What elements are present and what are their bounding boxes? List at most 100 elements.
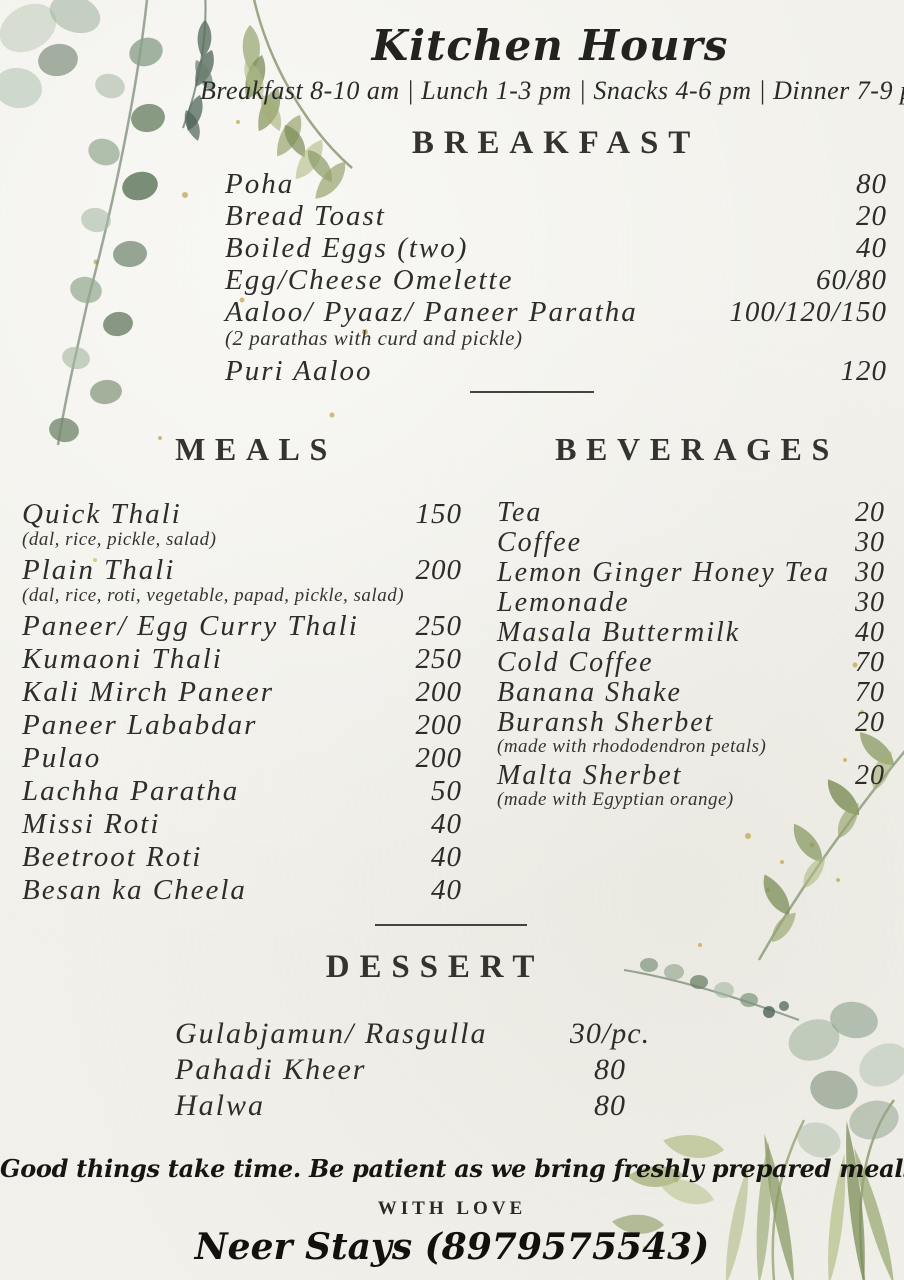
item-price: 200: [415, 742, 462, 774]
breakfast-items: Poha 80 Bread Toast 20 Boiled Eggs (two)…: [225, 168, 887, 387]
menu-item-row: Plain Thali 200 (dal, rice, roti, vegeta…: [22, 554, 462, 610]
item-note: (made with Egyptian orange): [497, 789, 734, 810]
kitchen-hours: Breakfast 8-10 am | Lunch 1-3 pm | Snack…: [200, 76, 904, 105]
item-price: 20: [855, 707, 885, 738]
beverages-title: BEVERAGES: [555, 431, 839, 467]
signature: Neer Stays (8979575543): [194, 1226, 710, 1268]
item-name: Missi Roti: [22, 808, 161, 840]
dessert-items: Gulabjamun/ Rasgulla 30/pc. Pahadi Kheer…: [175, 1016, 695, 1124]
item-price: 70: [855, 677, 885, 708]
section-beverages: BEVERAGES Tea 20 Coffee 30 Lemon Ginger …: [497, 428, 885, 814]
item-note: (dal, rice, roti, vegetable, papad, pick…: [22, 585, 405, 606]
section-breakfast: BREAKFAST Poha 80 Bread Toast 20 Boiled …: [225, 122, 887, 387]
menu-item-row: Kumaoni Thali 250: [22, 643, 462, 676]
item-price: 200: [415, 676, 462, 708]
item-price: 80: [594, 1089, 626, 1122]
item-price: 250: [415, 643, 462, 675]
item-price: 20: [855, 497, 885, 528]
item-price: 30: [855, 527, 885, 558]
menu-item-row: Aaloo/ Pyaaz/ Paneer Paratha 100/120/150…: [225, 296, 887, 355]
footer-note: Good things take time. Be patient as we …: [0, 1154, 904, 1183]
menu-item-row: Beetroot Roti 40: [22, 841, 462, 874]
item-price: 50: [431, 775, 462, 807]
item-name: Boiled Eggs (two): [225, 232, 469, 264]
beverages-items: Tea 20 Coffee 30 Lemon Ginger Honey Tea …: [497, 498, 885, 814]
item-price: 200: [415, 554, 462, 586]
menu-header: Kitchen Hours Breakfast 8-10 am | Lunch …: [200, 20, 904, 106]
item-name: Lachha Paratha: [22, 775, 240, 807]
item-name: Poha: [225, 168, 295, 200]
item-name: Cold Coffee: [497, 647, 654, 678]
item-price: 30: [855, 557, 885, 588]
with-love-label: WITH LOVE: [377, 1198, 527, 1219]
menu-item-row: Halwa 80: [175, 1088, 695, 1124]
menu-item-row: Lachha Paratha 50: [22, 775, 462, 808]
item-name: Halwa: [175, 1089, 266, 1122]
item-name: Egg/Cheese Omelette: [225, 264, 514, 296]
breakfast-title: BREAKFAST: [411, 125, 701, 161]
item-price: 40: [431, 841, 462, 873]
item-name: Buransh Sherbet: [497, 707, 715, 738]
item-note: (2 parathas with curd and pickle): [225, 326, 523, 350]
section-meals: MEALS Quick Thali 150 (dal, rice, pickle…: [22, 428, 462, 907]
item-price: 40: [431, 808, 462, 840]
item-name: Coffee: [497, 527, 583, 558]
item-price: 150: [415, 498, 462, 530]
menu-item-row: Lemon Ginger Honey Tea 30: [497, 558, 885, 588]
item-name: Puri Aaloo: [225, 355, 373, 387]
item-name: Kali Mirch Paneer: [22, 676, 274, 708]
item-price: 80: [594, 1053, 626, 1086]
item-note: (dal, rice, pickle, salad): [22, 529, 217, 550]
item-price: 80: [856, 168, 887, 200]
item-name: Besan ka Cheela: [22, 874, 247, 906]
item-price: 250: [415, 610, 462, 642]
section-dessert: DESSERT Gulabjamun/ Rasgulla 30/pc. Paha…: [175, 946, 695, 1124]
item-name: Plain Thali: [22, 554, 176, 586]
menu-item-row: Cold Coffee 70: [497, 648, 885, 678]
item-price: 30/pc.: [569, 1017, 651, 1050]
item-price: 60/80: [815, 264, 887, 296]
item-name: Paneer/ Egg Curry Thali: [22, 610, 359, 642]
menu-item-row: Buransh Sherbet 20 (made with rhododendr…: [497, 708, 885, 761]
item-name: Pahadi Kheer: [175, 1053, 367, 1086]
item-name: Malta Sherbet: [497, 760, 683, 791]
item-name: Aaloo/ Pyaaz/ Paneer Paratha: [225, 296, 638, 328]
menu-item-row: Paneer Lababdar 200: [22, 709, 462, 742]
item-price: 200: [415, 709, 462, 741]
menu-item-row: Gulabjamun/ Rasgulla 30/pc.: [175, 1016, 695, 1052]
menu-item-row: Lemonade 30: [497, 588, 885, 618]
item-price: 30: [855, 587, 885, 618]
meals-items: Quick Thali 150 (dal, rice, pickle, sala…: [22, 498, 462, 907]
menu-item-row: Puri Aaloo 120: [225, 355, 887, 387]
menu-item-row: Missi Roti 40: [22, 808, 462, 841]
menu-item-row: Malta Sherbet 20 (made with Egyptian ora…: [497, 761, 885, 814]
menu-item-row: Boiled Eggs (two) 40: [225, 232, 887, 264]
section-divider: [470, 391, 594, 393]
item-price: 40: [855, 617, 885, 648]
menu-item-row: Paneer/ Egg Curry Thali 250: [22, 610, 462, 643]
item-name: Masala Buttermilk: [497, 617, 741, 648]
menu-item-row: Pahadi Kheer 80: [175, 1052, 695, 1088]
item-name: Tea: [497, 497, 543, 528]
item-price: 40: [856, 232, 887, 264]
item-price: 40: [431, 874, 462, 906]
dessert-title: DESSERT: [325, 949, 545, 985]
item-price: 20: [855, 760, 885, 791]
menu-item-row: Quick Thali 150 (dal, rice, pickle, sala…: [22, 498, 462, 554]
menu-item-row: Besan ka Cheela 40: [22, 874, 462, 907]
item-name: Kumaoni Thali: [22, 643, 223, 675]
item-name: Bread Toast: [225, 200, 386, 232]
menu-item-row: Poha 80: [225, 168, 887, 200]
item-note: (made with rhododendron petals): [497, 736, 767, 757]
item-name: Gulabjamun/ Rasgulla: [175, 1017, 488, 1050]
item-price: 120: [840, 355, 887, 387]
item-name: Beetroot Roti: [22, 841, 203, 873]
menu-item-row: Bread Toast 20: [225, 200, 887, 232]
menu-item-row: Pulao 200: [22, 742, 462, 775]
menu-item-row: Masala Buttermilk 40: [497, 618, 885, 648]
menu-item-row: Tea 20: [497, 498, 885, 528]
section-divider: [375, 924, 527, 926]
menu-item-row: Banana Shake 70: [497, 678, 885, 708]
meals-title: MEALS: [175, 431, 337, 467]
